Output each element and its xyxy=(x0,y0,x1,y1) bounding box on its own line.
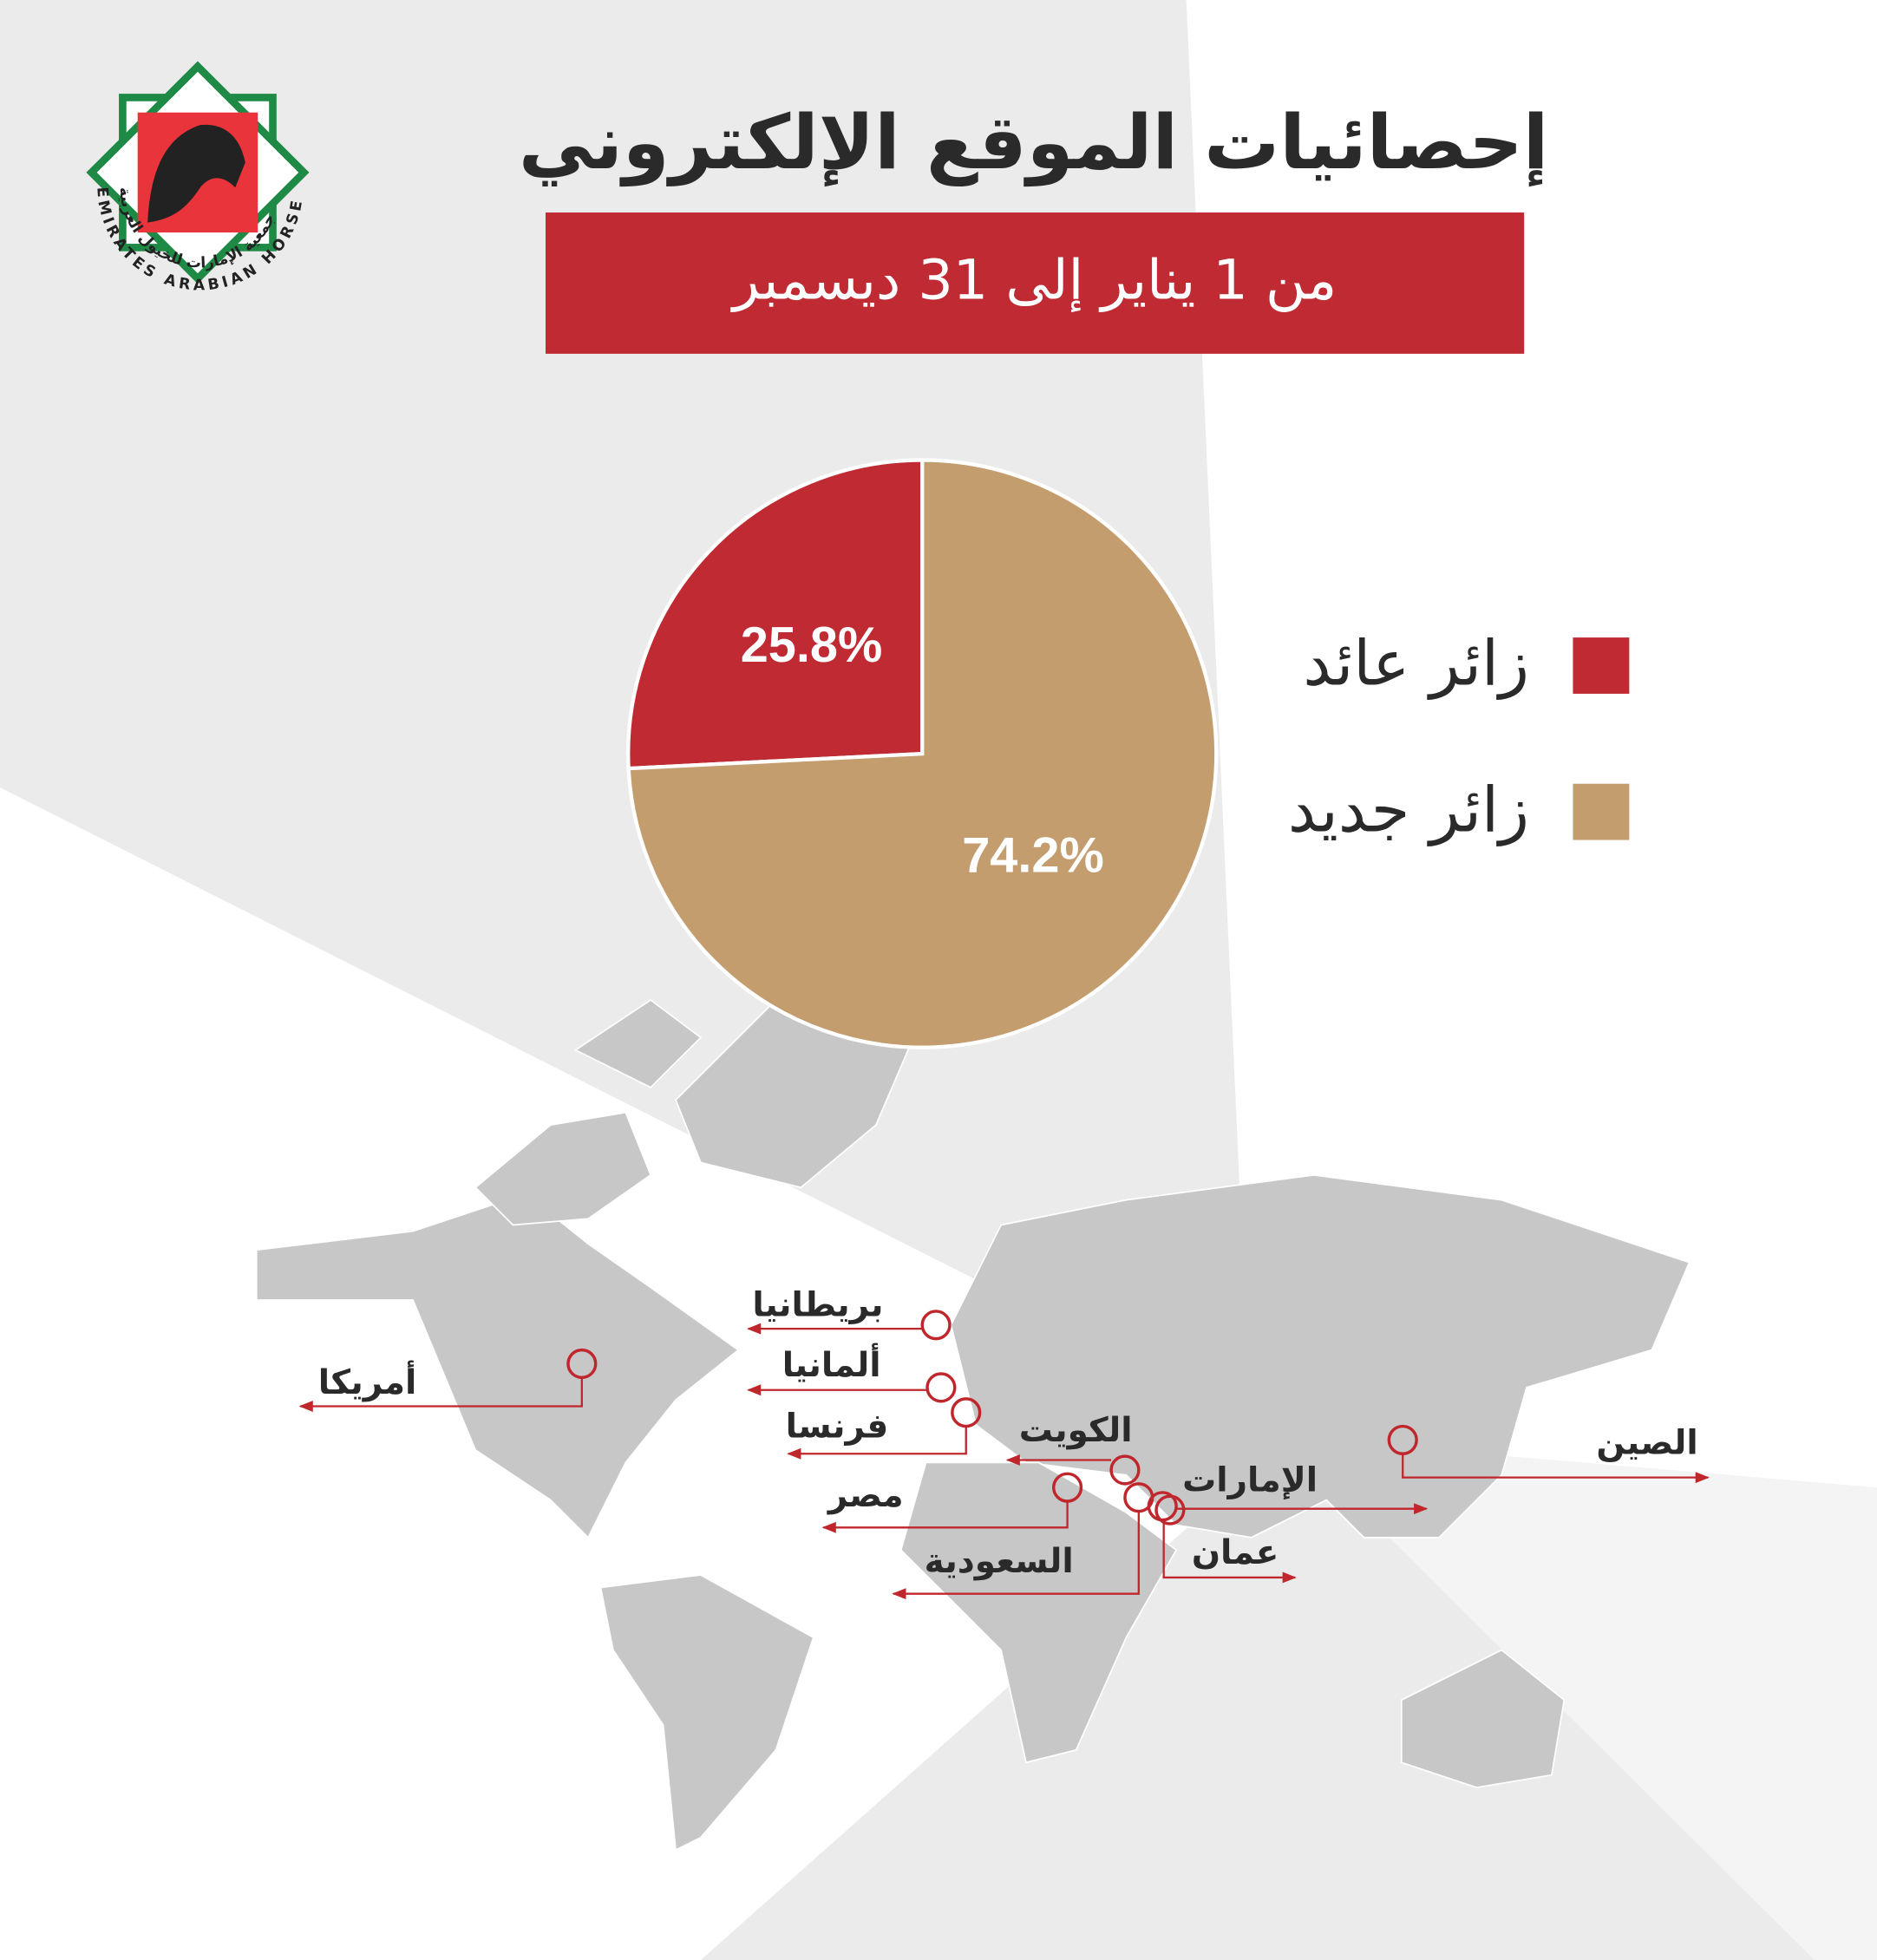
map-labels: بريطانيا ألمانيا فرنسا الكويت مصر الإمار… xyxy=(318,1286,1698,1581)
chart-title: إحصائيات الموقع الإلكتروني xyxy=(519,100,1548,187)
leader-line xyxy=(892,1511,1140,1600)
world-map xyxy=(255,986,1691,1852)
map-markers xyxy=(298,1310,1710,1600)
chart-subtitle: من 1 يناير إلى 31 ديسمبر xyxy=(730,248,1337,313)
background-facet xyxy=(1186,0,1877,1488)
legend-label: زائر عائد xyxy=(1303,628,1529,701)
legend: زائر عائد زائر جديد xyxy=(1288,628,1630,846)
country-label: مصر xyxy=(827,1476,904,1515)
country-label: فرنسا xyxy=(786,1408,889,1447)
country-label: الإمارات xyxy=(1182,1461,1318,1500)
country-label: الكويت xyxy=(1019,1411,1133,1450)
marker xyxy=(925,1372,957,1403)
legend-swatch xyxy=(1573,637,1630,694)
country-label: عمان xyxy=(1192,1533,1279,1572)
pie-slice xyxy=(626,458,1219,1049)
africa xyxy=(899,1461,1178,1764)
australia xyxy=(1400,1649,1566,1788)
subtitle-banner xyxy=(546,212,1525,354)
arctic-islands xyxy=(474,999,703,1226)
slice-label: 74.2% xyxy=(962,828,1104,884)
country-label: أمريكا xyxy=(318,1360,417,1402)
marker xyxy=(920,1310,952,1341)
logo-horse xyxy=(147,124,245,223)
leader-line xyxy=(298,1377,583,1412)
legend-label: زائر جديد xyxy=(1288,774,1529,846)
legend-swatch xyxy=(1573,783,1630,840)
leader-line xyxy=(787,1426,967,1460)
pie-chart: 25.8% 74.2% xyxy=(626,458,1219,1049)
slice-label: 25.8% xyxy=(741,617,883,673)
country-label: السعودية xyxy=(925,1542,1074,1581)
marker xyxy=(1109,1454,1141,1486)
leader-line xyxy=(1162,1522,1297,1584)
leader-line xyxy=(821,1501,1069,1533)
south-america xyxy=(599,1574,814,1852)
eurasia xyxy=(950,1173,1691,1539)
country-label: الصين xyxy=(1596,1423,1697,1462)
country-label: بريطانيا xyxy=(752,1286,883,1325)
leader-line xyxy=(1402,1454,1710,1484)
country-label: ألمانيا xyxy=(782,1343,881,1385)
background-facet xyxy=(1288,1437,1877,1960)
pie-slice xyxy=(626,458,925,771)
marker xyxy=(1154,1494,1186,1526)
